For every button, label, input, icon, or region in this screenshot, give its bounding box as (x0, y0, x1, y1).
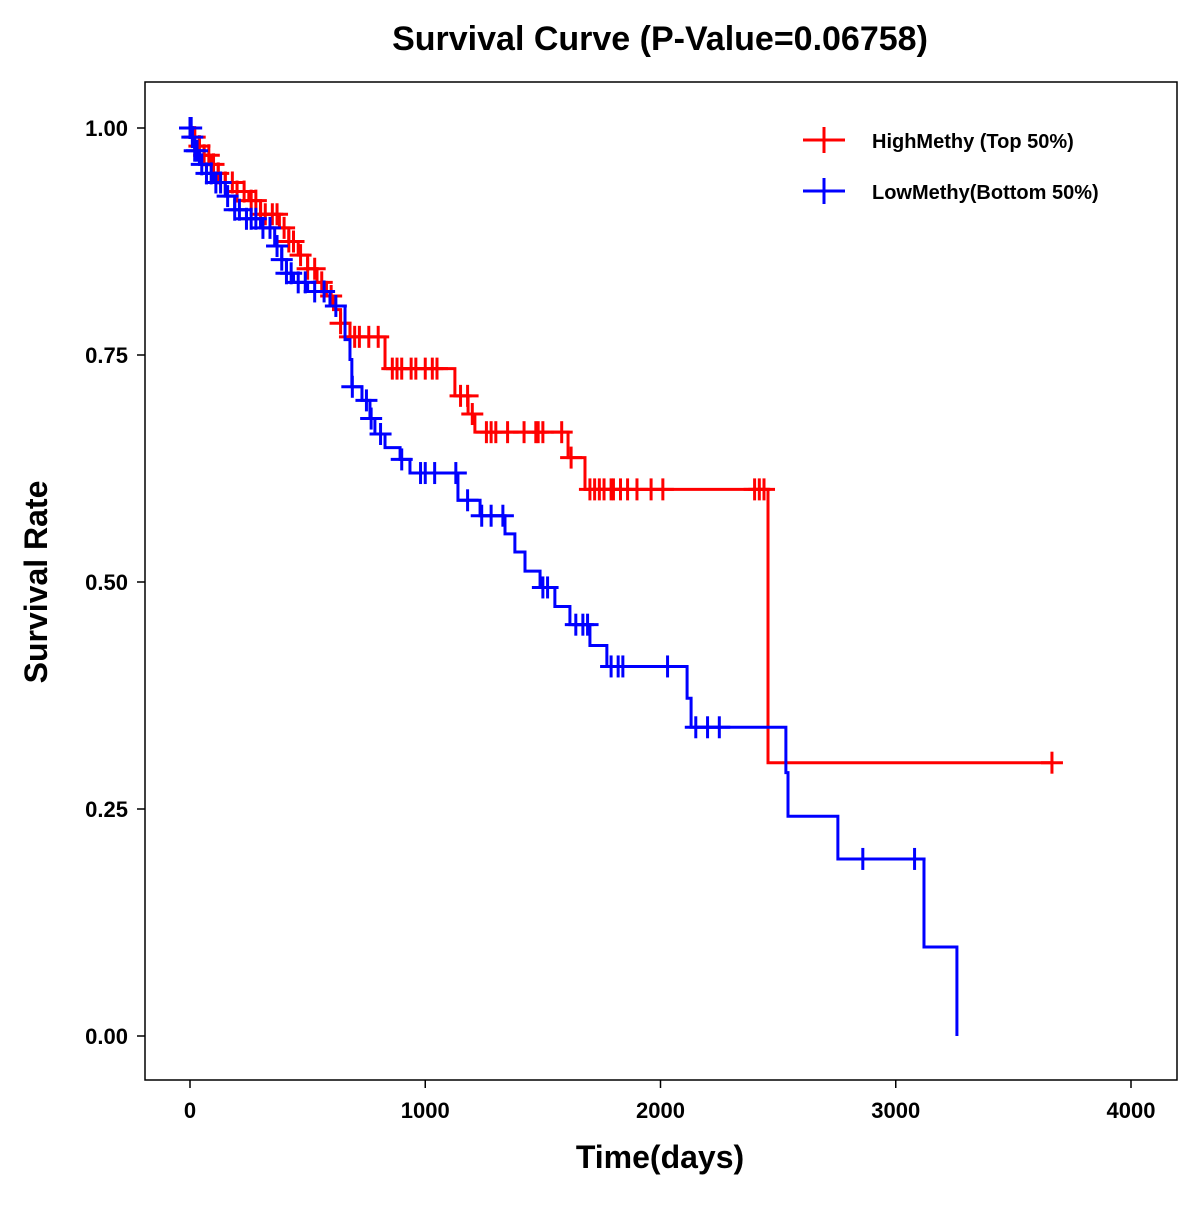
censor-mark (536, 576, 559, 599)
censor-mark (1040, 751, 1063, 774)
x-tick-label: 4000 (1107, 1098, 1156, 1123)
censor-mark (367, 325, 390, 348)
legend-label: HighMethy (Top 50%) (872, 131, 1074, 153)
censor-mark (355, 389, 378, 412)
censor-mark (216, 185, 239, 208)
censor-mark (200, 162, 223, 185)
censor-mark (270, 248, 293, 271)
y-tick-label: 1.00 (85, 116, 128, 141)
censor-mark (851, 847, 874, 870)
censor-mark (456, 489, 479, 512)
legend-item: HighMethy (Top 50%) (803, 127, 1074, 153)
censor-mark (303, 257, 326, 280)
x-tick-label: 2000 (636, 1098, 685, 1123)
censor-mark (651, 478, 674, 501)
x-tick-label: 0 (184, 1098, 196, 1123)
censor-mark (341, 375, 364, 398)
plot-frame (144, 81, 1178, 1081)
y-tick-label: 0.25 (85, 797, 128, 822)
series-line-1 (190, 126, 959, 1036)
censor-mark (324, 294, 347, 317)
x-tick-label: 3000 (871, 1098, 920, 1123)
censor-mark (560, 446, 583, 469)
censor-mark (266, 235, 289, 258)
x-tick-label: 1000 (401, 1098, 450, 1123)
censor-mark (708, 716, 731, 739)
censor-mark (753, 478, 776, 501)
censor-mark (576, 613, 599, 636)
censor-mark (289, 244, 312, 267)
censor-mark (456, 384, 479, 407)
y-tick-label: 0.00 (85, 1024, 128, 1049)
censor-mark (313, 280, 336, 303)
y-tick-label: 0.75 (85, 343, 128, 368)
censor-mark (390, 448, 413, 471)
censor-mark (369, 422, 392, 445)
censor-mark (903, 847, 926, 870)
censor-mark (186, 139, 209, 162)
censor-mark (656, 655, 679, 678)
censor-mark (461, 403, 484, 426)
censor-mark (444, 462, 467, 485)
legend-label: LowMethy(Bottom 50%) (872, 182, 1099, 204)
censor-mark (329, 312, 352, 335)
y-axis-label: Survival Rate (18, 481, 54, 684)
censor-mark (611, 655, 634, 678)
censor-mark (181, 126, 204, 149)
censor-mark (258, 216, 281, 239)
censor-mark (360, 407, 383, 430)
chart-title: Survival Curve (P-Value=0.06758) (392, 20, 928, 58)
censor-mark (531, 421, 554, 444)
censor-mark (423, 462, 446, 485)
y-tick-label: 0.50 (85, 570, 128, 595)
censor-mark (550, 421, 573, 444)
legend-item: LowMethy(Bottom 50%) (803, 178, 1099, 204)
censor-mark (266, 203, 289, 226)
x-axis-label: Time(days) (576, 1139, 744, 1175)
censor-mark (282, 230, 305, 253)
censor-mark (190, 153, 213, 176)
censor-mark (209, 171, 232, 194)
censor-mark (491, 504, 514, 527)
censor-mark (294, 271, 317, 294)
censor-mark (426, 357, 449, 380)
